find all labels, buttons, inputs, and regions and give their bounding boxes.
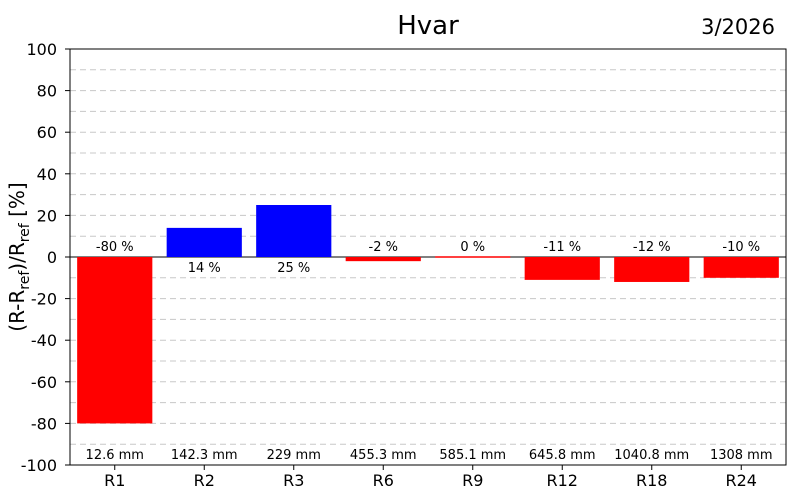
bar-amount-label: 12.6 mm (86, 448, 144, 463)
y-tick-label: 40 (37, 165, 57, 184)
y-axis-label: (R-Rref)/Rref [%] (5, 182, 33, 331)
bar (614, 257, 690, 282)
chart-date-label: 3/2026 (701, 15, 775, 39)
x-tick-label: R3 (283, 471, 304, 490)
bar-amount-label: 1308 mm (710, 448, 773, 463)
bar (524, 257, 600, 280)
bar-value-label: -11 % (543, 240, 581, 255)
x-tick-label: R1 (104, 471, 125, 490)
x-tick-label: R6 (373, 471, 394, 490)
bar (256, 205, 332, 257)
y-tick-label: 0 (47, 248, 57, 267)
bar-amount-label: 645.8 mm (529, 448, 596, 463)
axes: 100 80 60 40 20 0 -20 -40 -60 -80 -100 R1 R2 R3 R6 R9 R1… (21, 40, 757, 490)
x-tick-label: R12 (547, 471, 578, 490)
y-axis-label-subscript: ref (17, 222, 33, 242)
y-tick-label: -40 (31, 331, 57, 350)
x-tick-label: R24 (726, 471, 757, 490)
bar-amount-label: 1040.8 mm (614, 448, 689, 463)
y-tick-label: -20 (31, 290, 57, 309)
bars (77, 205, 779, 424)
y-axis-label-subscript: ref (17, 270, 33, 290)
bar (703, 257, 779, 278)
bar (77, 257, 153, 424)
y-tick-label: 80 (37, 82, 57, 101)
data-labels: -80 % 12.6 mm 14 % 142.3 mm 25 % 229 mm -2 % 45… (86, 240, 773, 463)
chart-title: Hvar (397, 11, 459, 41)
y-tick-label: 60 (37, 123, 57, 142)
bar-value-label: -80 % (96, 240, 134, 255)
bar-value-label: 25 % (277, 261, 310, 276)
y-tick-label: 100 (26, 40, 57, 59)
x-tick-label: R18 (636, 471, 667, 490)
bar-amount-label: 585.1 mm (439, 448, 506, 463)
y-axis-label-part: )/R (5, 242, 29, 271)
y-tick-label: -100 (21, 456, 57, 475)
y-axis-label-part: (R-R (5, 290, 29, 332)
bar-amount-label: 142.3 mm (171, 448, 238, 463)
bar-value-label: 0 % (460, 240, 485, 255)
bar (166, 227, 242, 257)
x-tick-label: R9 (462, 471, 483, 490)
bar-amount-label: 455.3 mm (350, 448, 417, 463)
bar-value-label: 14 % (188, 261, 221, 276)
bar-amount-label: 229 mm (267, 448, 321, 463)
bar-value-label: -10 % (722, 240, 760, 255)
y-tick-label: 20 (37, 206, 57, 225)
bar (345, 257, 421, 262)
bar-value-label: -2 % (369, 240, 398, 255)
y-tick-label: -60 (31, 373, 57, 392)
x-tick-label: R2 (194, 471, 215, 490)
y-axis-label-part: [%] (5, 182, 29, 223)
bar-value-label: -12 % (633, 240, 671, 255)
y-tick-label: -80 (31, 414, 57, 433)
